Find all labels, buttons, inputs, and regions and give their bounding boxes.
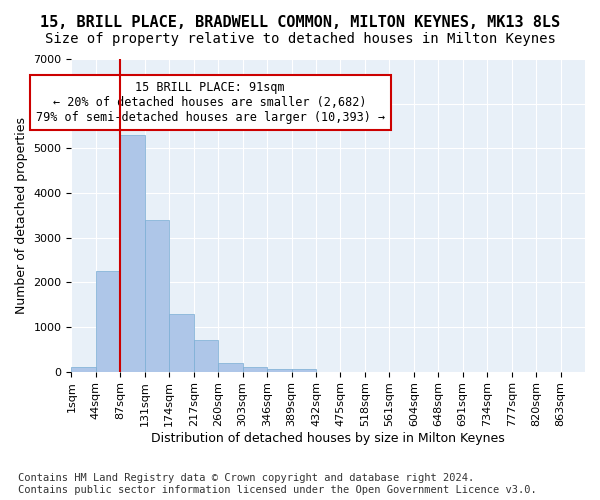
Bar — [121, 135, 145, 372]
Bar — [169, 314, 194, 372]
Text: 15 BRILL PLACE: 91sqm
← 20% of detached houses are smaller (2,682)
79% of semi-d: 15 BRILL PLACE: 91sqm ← 20% of detached … — [35, 81, 385, 124]
Bar — [96, 271, 121, 372]
Bar — [71, 367, 96, 372]
Bar — [267, 369, 292, 372]
Text: 15, BRILL PLACE, BRADWELL COMMON, MILTON KEYNES, MK13 8LS: 15, BRILL PLACE, BRADWELL COMMON, MILTON… — [40, 15, 560, 30]
Text: Contains HM Land Registry data © Crown copyright and database right 2024.
Contai: Contains HM Land Registry data © Crown c… — [18, 474, 537, 495]
Bar — [218, 362, 242, 372]
X-axis label: Distribution of detached houses by size in Milton Keynes: Distribution of detached houses by size … — [151, 432, 505, 445]
Bar — [292, 370, 316, 372]
Bar — [242, 367, 267, 372]
Bar — [145, 220, 169, 372]
Bar — [194, 340, 218, 372]
Y-axis label: Number of detached properties: Number of detached properties — [15, 117, 28, 314]
Text: Size of property relative to detached houses in Milton Keynes: Size of property relative to detached ho… — [44, 32, 556, 46]
